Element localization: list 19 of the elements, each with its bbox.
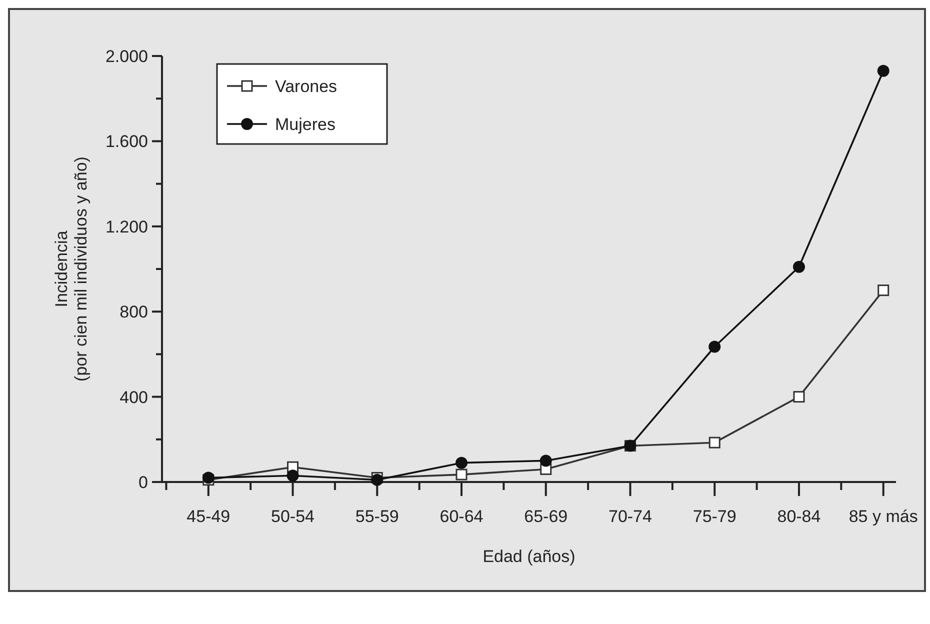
- x-tick-label: 55-59: [355, 507, 399, 526]
- legend-label: Varones: [275, 76, 338, 96]
- x-tick-label: 60-64: [440, 507, 484, 526]
- x-tick-label: 75-79: [692, 507, 736, 526]
- x-axis-title: Edad (años): [482, 547, 576, 566]
- y-tick-label: 1.600: [105, 132, 148, 152]
- y-tick-label: 800: [120, 302, 148, 322]
- x-tick-label: 85 y más: [848, 507, 918, 526]
- y-tick-label: 400: [120, 388, 148, 407]
- x-tick-label: 70-74: [608, 507, 652, 526]
- y-axis-title: Incidencia (por cien mil individuos y año): [52, 156, 91, 382]
- y-tick-label: 1.200: [105, 217, 148, 236]
- y-tick-label: 2.000: [105, 46, 148, 66]
- x-tick-label: 65-69: [524, 507, 568, 526]
- y-tick-label: 0: [138, 472, 148, 492]
- x-tick-label: 45-49: [186, 507, 230, 526]
- x-tick-label: 80-84: [777, 507, 821, 526]
- legend-label: Mujeres: [275, 114, 336, 134]
- x-tick-label: 50-54: [271, 507, 315, 526]
